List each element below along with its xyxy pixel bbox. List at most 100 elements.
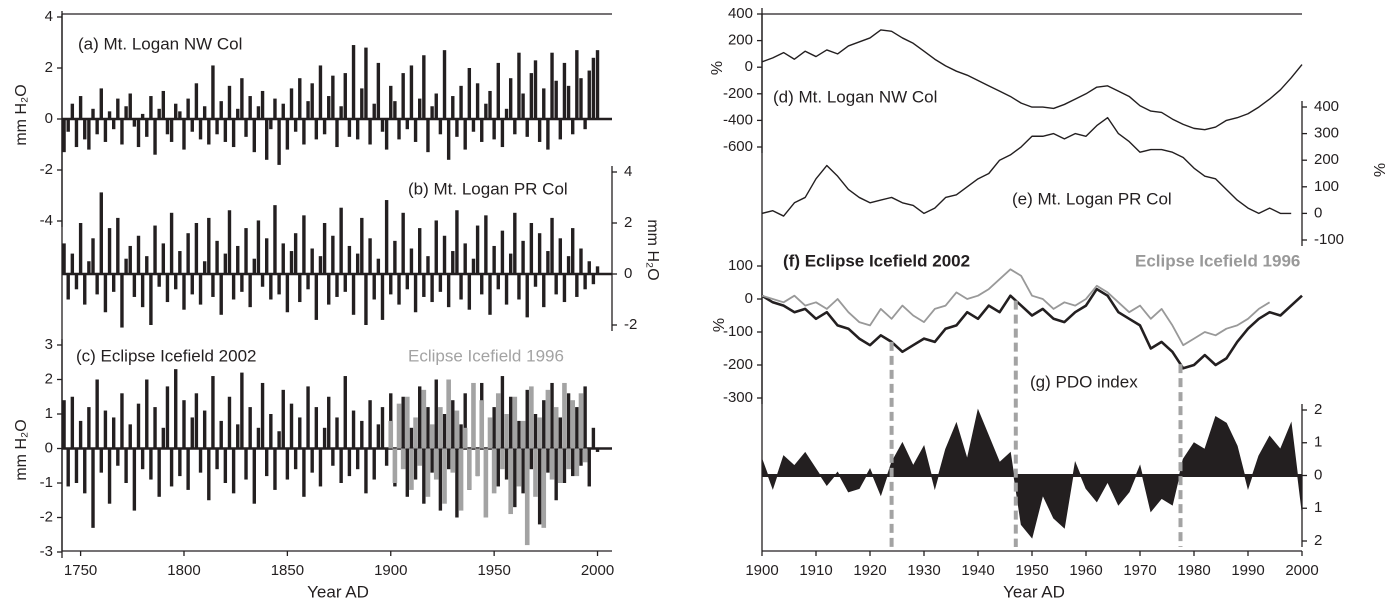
bar <box>533 448 538 497</box>
bar <box>293 448 298 470</box>
bar <box>529 448 534 470</box>
bar <box>269 414 273 449</box>
bar <box>62 119 66 153</box>
bar <box>521 93 525 119</box>
bar <box>433 448 439 480</box>
bar <box>165 119 170 135</box>
bar <box>542 400 546 449</box>
bar <box>587 70 591 119</box>
bar <box>190 274 194 295</box>
bar <box>529 223 534 274</box>
bar <box>550 217 554 274</box>
bar <box>462 427 468 449</box>
y-tick-label: 100 <box>1314 178 1339 195</box>
bar <box>74 119 79 148</box>
bar <box>310 248 314 274</box>
bar <box>293 233 298 274</box>
bar <box>318 256 323 274</box>
bar <box>508 396 513 449</box>
bar <box>537 448 542 525</box>
bar <box>169 448 174 487</box>
bar <box>492 245 496 274</box>
bar <box>132 448 137 511</box>
series-label: (g) PDO index <box>1030 372 1138 391</box>
bar <box>537 233 542 274</box>
bar <box>285 448 290 480</box>
bar <box>575 50 579 119</box>
bar <box>459 85 463 119</box>
bar <box>219 274 223 315</box>
x-axis-label: Year AD <box>1003 582 1065 601</box>
bar <box>343 73 347 119</box>
bar <box>219 101 223 119</box>
bar <box>178 251 182 274</box>
y-tick-label: 400 <box>728 5 753 22</box>
bar <box>504 448 509 480</box>
bar <box>335 417 339 449</box>
bar <box>157 448 161 497</box>
bar <box>111 119 116 130</box>
bar <box>161 243 166 274</box>
bar <box>471 382 476 449</box>
bar <box>422 448 426 504</box>
bar <box>495 393 501 449</box>
bar <box>380 407 385 449</box>
bar <box>293 119 298 132</box>
bar <box>273 448 277 490</box>
bar <box>124 448 128 483</box>
bar <box>240 78 244 119</box>
x-tick-label: 1940 <box>961 562 994 579</box>
bar <box>202 410 207 449</box>
bar <box>384 448 389 466</box>
bar <box>227 396 232 449</box>
bar <box>99 88 103 119</box>
bar <box>430 448 434 473</box>
bar <box>575 274 579 297</box>
y-tick-label: 2 <box>624 214 632 231</box>
bar <box>252 448 256 504</box>
series-label: (c) Eclipse Icefield 2002 <box>76 346 256 365</box>
bar <box>442 235 447 274</box>
bar <box>186 233 190 274</box>
bar <box>202 106 207 119</box>
x-tick-label: 1960 <box>1069 562 1102 579</box>
bar <box>455 119 459 137</box>
bar <box>78 420 83 449</box>
bar <box>504 414 509 449</box>
bar <box>256 106 261 119</box>
x-tick-label: 1900 <box>745 562 778 579</box>
bar <box>446 448 451 470</box>
y-tick-label: 4 <box>624 163 632 180</box>
bar <box>475 448 480 477</box>
bar <box>500 230 505 274</box>
bar <box>492 119 496 140</box>
bar <box>236 424 240 449</box>
bar <box>248 407 252 449</box>
bar <box>322 427 327 449</box>
bar <box>355 119 360 140</box>
y-axis-label: mm H₂O <box>13 419 30 480</box>
bar <box>244 119 248 137</box>
bar <box>190 119 194 132</box>
bar <box>393 101 397 119</box>
bar <box>521 448 525 494</box>
bar <box>405 448 410 497</box>
y-tick-label: 0 <box>745 290 753 307</box>
bar <box>182 400 186 449</box>
bar <box>368 238 372 274</box>
bar <box>124 258 128 274</box>
bar <box>161 427 166 449</box>
bar <box>145 256 149 274</box>
bar <box>396 403 402 449</box>
bar <box>140 448 145 470</box>
bar <box>153 407 157 449</box>
bar <box>78 96 83 119</box>
bar <box>165 386 170 449</box>
bar <box>500 448 505 470</box>
bar <box>421 389 427 449</box>
bar <box>418 386 422 449</box>
bar <box>471 258 476 274</box>
series-label: (e) Mt. Logan PR Col <box>1012 189 1172 208</box>
bar <box>310 83 314 119</box>
